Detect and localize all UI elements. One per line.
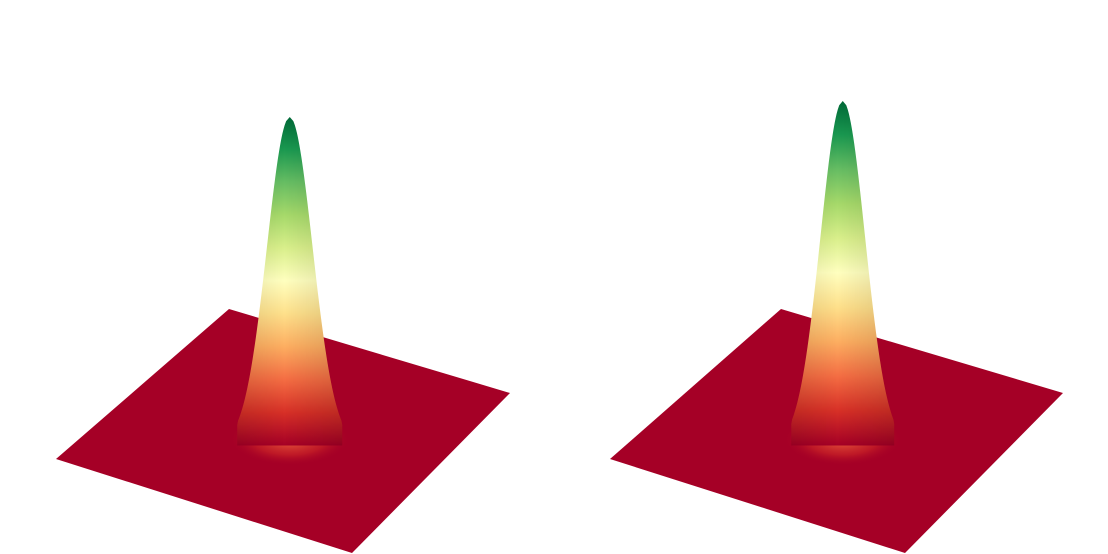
surface-panel-left (56, 116, 510, 553)
peak-shading (237, 116, 343, 446)
peak-shading (791, 100, 895, 446)
surface-panel-right (610, 100, 1063, 553)
